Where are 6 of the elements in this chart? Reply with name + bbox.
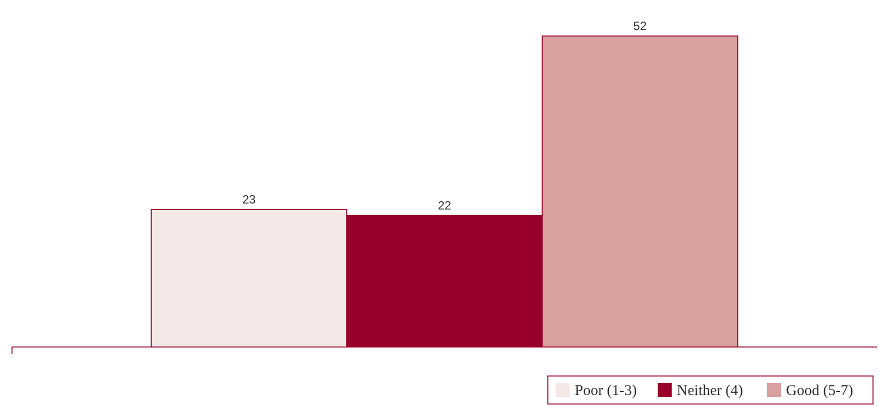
- data-label: 52: [633, 19, 647, 33]
- data-label: 23: [242, 192, 256, 206]
- data-label: 22: [438, 198, 452, 212]
- legend-label: Poor (1-3): [574, 383, 637, 399]
- legend-label: Neither (4): [676, 383, 744, 399]
- legend-label: Good (5-7): [786, 383, 854, 399]
